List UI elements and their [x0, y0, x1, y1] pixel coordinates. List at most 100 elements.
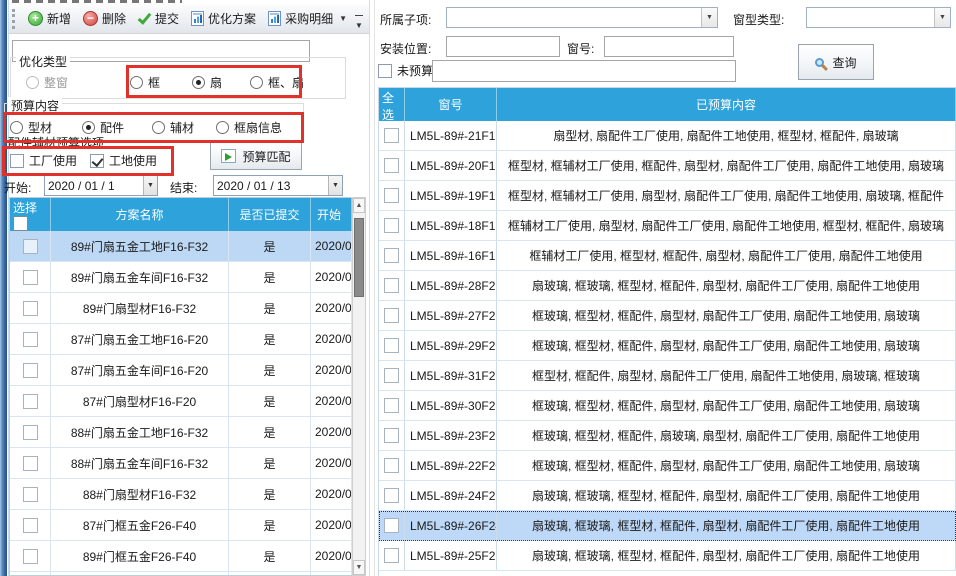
row-checkbox[interactable] — [384, 218, 399, 233]
plan-row[interactable]: 87#门框五金F26-F40 是 2020/0 — [10, 510, 352, 541]
window-row[interactable]: LM5L-89#-25F23 扇玻璃, 框玻璃, 框型材, 框配件, 扇型材, 扇… — [379, 541, 956, 571]
window-row[interactable]: LM5L-89#-24F22 扇玻璃, 框玻璃, 框型材, 框配件, 扇型材, 扇… — [379, 481, 956, 511]
window-row[interactable]: LM5L-89#-20F18 框型材, 框辅材工厂使用, 框配件, 扇型材, 扇配… — [379, 151, 956, 181]
window-row[interactable]: LM5L-89#-31F29 框型材, 框配件, 扇型材, 扇配件工厂使用, 扇配… — [379, 361, 956, 391]
toolbar-button-提交[interactable]: 提交 — [132, 7, 185, 30]
window-row[interactable]: LM5L-89#-23F21 框玻璃, 框型材, 框配件, 扇玻璃, 扇型材, 扇… — [379, 421, 956, 451]
toolbar-overflow-button[interactable]: ▼ — [352, 12, 366, 30]
plan-row[interactable]: 89#门框五金F26-F40 是 2020/0 — [10, 541, 352, 572]
window-row[interactable]: LM5L-89#-18F16 框辅材工厂使用, 扇型材, 扇配件工厂使用, 扇配件… — [379, 211, 956, 241]
row-checkbox[interactable] — [22, 455, 38, 471]
row-checkbox[interactable] — [22, 331, 38, 347]
window-row[interactable]: LM5L-89#-29F27 框玻璃, 框型材, 框配件, 扇型材, 扇配件工厂使… — [379, 331, 956, 361]
row-checkbox[interactable] — [384, 308, 399, 323]
row-checkbox[interactable] — [384, 338, 399, 353]
submitted-header[interactable]: 是否已提交 — [229, 198, 311, 231]
window-row[interactable]: LM5L-89#-19F17 框型材, 框辅材工厂使用, 扇型材, 扇配件工厂使用… — [379, 181, 956, 211]
scroll-up-icon[interactable]: ▲ — [353, 198, 365, 213]
select-all-checkbox[interactable] — [13, 216, 28, 231]
row-checkbox[interactable] — [384, 158, 399, 173]
plan-row[interactable]: 89#门扇五金工地F16-F32 是 2020/0 — [10, 231, 352, 262]
window-row[interactable]: LM5L-89#-27F25 框玻璃, 框型材, 框配件, 扇型材, 扇配件工厂使… — [379, 301, 956, 331]
row-checkbox[interactable] — [384, 458, 399, 473]
plan-row-select-cell — [10, 293, 51, 323]
row-checkbox[interactable] — [384, 368, 399, 383]
window-no-input[interactable] — [604, 36, 734, 57]
install-position-input[interactable] — [446, 36, 560, 57]
plan-table-scrollbar[interactable]: ▲ ▼ — [352, 197, 366, 576]
window-row[interactable]: LM5L-89#-30F28 框玻璃, 框型材, 框配件, 扇型材, 扇配件工厂使… — [379, 391, 956, 421]
toolbar-button-采购明细[interactable]: 采购明细 ▼ — [262, 7, 353, 30]
row-checkbox[interactable] — [22, 393, 38, 409]
date-start-picker[interactable]: 2020 / 01 / 1 ▼ — [44, 175, 158, 196]
radio-型材[interactable]: 型材 — [10, 119, 82, 136]
window-row[interactable]: LM5L-89#-21F19 扇型材, 扇配件工厂使用, 扇配件工地使用, 框型材… — [379, 121, 956, 151]
checkbox-工地使用[interactable]: 工地使用 — [90, 152, 170, 169]
plan-row[interactable]: 88#门扇五金车间F16-F32 是 2020/0 — [10, 448, 352, 479]
checkbox-工厂使用[interactable]: 工厂使用 — [10, 152, 90, 169]
row-checkbox[interactable] — [22, 238, 38, 254]
row-checkbox[interactable] — [384, 518, 399, 533]
no-budget-checkbox[interactable]: 未预算: — [378, 62, 436, 79]
row-checkbox[interactable] — [384, 428, 399, 443]
plan-filter-input[interactable] — [12, 40, 310, 62]
budgeted-content-cell: 扇玻璃, 框玻璃, 框型材, 框配件, 扇型材, 扇配件工厂使用, 扇配件工地使… — [497, 481, 956, 510]
row-checkbox[interactable] — [22, 486, 38, 502]
plan-row[interactable]: 87#门扇五金车间F16-F20 是 2020/0 — [10, 355, 352, 386]
plan-table: 选择 方案名称 是否已提交 开始 89#门扇五金工地F16-F32 是 2020/0… — [9, 197, 352, 576]
budgeted-content-header[interactable]: 已预算内容 — [497, 88, 956, 121]
radio-框扇信息[interactable]: 框扇信息 — [216, 119, 302, 136]
date-end-picker[interactable]: 2020 / 01 / 13 ▼ — [213, 175, 343, 196]
plan-row[interactable]: 88#门扇五金工地F16-F32 是 2020/0 — [10, 417, 352, 448]
toolbar-button-优化方案[interactable]: 优化方案 — [185, 7, 262, 30]
plan-row[interactable]: 88#门扇型材F16-F32 是 2020/0 — [10, 479, 352, 510]
radio-框[interactable]: 框 — [130, 74, 192, 91]
radio-辅材[interactable]: 辅材 — [152, 119, 216, 136]
row-checkbox[interactable] — [384, 398, 399, 413]
chevron-down-icon[interactable]: ▼ — [701, 8, 717, 27]
radio-配件[interactable]: 配件 — [82, 119, 152, 136]
row-checkbox[interactable] — [384, 188, 399, 203]
toolbar-button-删除[interactable]: − 删除 — [77, 7, 132, 30]
plan-row[interactable]: 89#门扇五金车间F16-F32 是 2020/0 — [10, 262, 352, 293]
row-checkbox[interactable] — [22, 269, 38, 285]
radio-框、扇[interactable]: 框、扇 — [250, 74, 330, 91]
row-checkbox[interactable] — [384, 248, 399, 263]
row-checkbox[interactable] — [22, 548, 38, 564]
window-row[interactable]: LM5L-89#-26F24 扇玻璃, 框玻璃, 框型材, 框配件, 扇型材, 扇… — [379, 511, 956, 541]
window-row[interactable]: LM5L-89#-28F26 扇玻璃, 框玻璃, 框型材, 框配件, 扇型材, 扇… — [379, 271, 956, 301]
row-checkbox[interactable] — [384, 278, 399, 293]
window-no-column-header[interactable]: 窗号 — [405, 88, 497, 121]
plan-row[interactable]: 89#门扇型材F16-F32 是 2020/0 — [10, 293, 352, 324]
row-checkbox[interactable] — [22, 362, 38, 378]
chevron-down-icon[interactable]: ▼ — [339, 14, 347, 23]
window-row[interactable]: LM5L-89#-22F20 框玻璃, 框型材, 框配件, 扇型材, 扇配件工厂使… — [379, 451, 956, 481]
query-button[interactable]: 查询 — [798, 44, 874, 80]
chevron-down-icon[interactable]: ▼ — [328, 176, 342, 195]
row-checkbox[interactable] — [22, 424, 38, 440]
usage-checkgroup: 工厂使用 工地使用 — [10, 152, 170, 169]
radio-扇[interactable]: 扇 — [192, 74, 250, 91]
start-date-header[interactable]: 开始 — [311, 198, 352, 231]
window-row[interactable]: LM5L-89#-16F15 框辅材工厂使用, 框型材, 框配件, 扇型材, 扇配… — [379, 241, 956, 271]
no-budget-input[interactable] — [432, 60, 736, 82]
plan-row[interactable]: 87#门扇型材F16-F20 是 2020/0 — [10, 386, 352, 417]
window-row-select-cell — [379, 181, 405, 210]
row-checkbox[interactable] — [384, 128, 399, 143]
plan-row[interactable]: 87#门扇五金工地F16-F20 是 2020/0 — [10, 324, 352, 355]
scrollbar-thumb[interactable] — [354, 218, 364, 297]
row-checkbox[interactable] — [22, 517, 38, 533]
chevron-down-icon[interactable]: ▼ — [934, 8, 950, 27]
row-checkbox[interactable] — [384, 548, 399, 563]
budget-match-button[interactable]: 预算匹配 — [210, 142, 302, 170]
scroll-down-icon[interactable]: ▼ — [353, 560, 365, 575]
row-checkbox[interactable] — [384, 488, 399, 503]
toolbar-button-新增[interactable]: + 新增 — [22, 7, 77, 30]
plan-name-header[interactable]: 方案名称 — [51, 198, 229, 231]
toolbar-grip[interactable] — [12, 8, 16, 29]
chevron-down-icon[interactable]: ▼ — [143, 176, 157, 195]
sub-item-select[interactable]: ▼ — [446, 7, 718, 28]
row-checkbox[interactable] — [22, 300, 38, 316]
window-type-select[interactable]: ▼ — [806, 7, 951, 28]
